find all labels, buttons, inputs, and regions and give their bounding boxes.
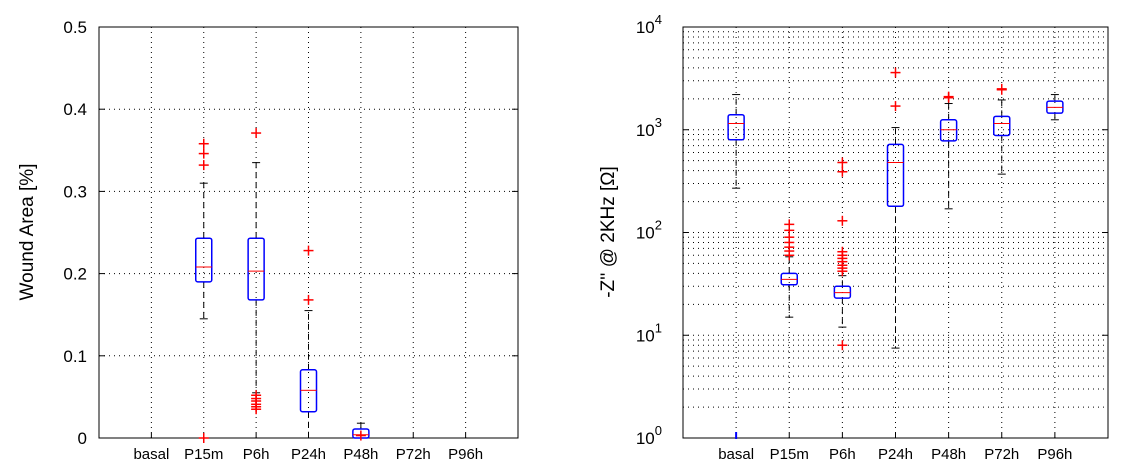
chart-left: 0 0.1 0.2 0.3 0.4 0.5 basal P15m P6h P24h P48h P72… xyxy=(17,18,519,463)
y-tick-label: 100 xyxy=(636,423,662,448)
box-iqr xyxy=(195,237,213,283)
x-tick-label: P15m xyxy=(770,446,809,463)
y-tick-label: 104 xyxy=(636,12,662,37)
y-tick-label: 0.3 xyxy=(63,182,87,201)
box-iqr xyxy=(886,143,905,208)
x-tick-label: basal xyxy=(718,446,754,463)
x-tick-label: P24h xyxy=(878,446,913,463)
y-tick-label: 0.1 xyxy=(63,347,87,366)
y-axis-right: 100 101 102 103 104 xyxy=(636,12,1108,448)
y-tick-label: 0.4 xyxy=(63,100,87,119)
x-tick-label: P48h xyxy=(931,446,966,463)
x-tick-label: P6h xyxy=(243,446,270,463)
x-tick-label: P72h xyxy=(984,446,1019,463)
x-tick-label: P72h xyxy=(396,446,431,463)
y-tick-label: 101 xyxy=(636,320,662,345)
y-tick-label: 0.5 xyxy=(63,18,87,37)
y-axis-left: 0 0.1 0.2 0.3 0.4 0.5 xyxy=(63,18,518,448)
y-axis-label-left: Wound Area [%] xyxy=(17,164,38,301)
x-axis-left: basal P15m P6h P24h P48h P72h P96h xyxy=(133,433,483,463)
x-tick-label: P6h xyxy=(829,446,856,463)
x-axis-right: basal P15m P6h P24h P48h P72h P96h xyxy=(718,433,1072,463)
x-tick-label: P96h xyxy=(448,446,483,463)
x-tick-label: P96h xyxy=(1037,446,1072,463)
boxes-right xyxy=(727,67,1064,439)
grid-right xyxy=(683,27,1108,438)
x-tick-label: P15m xyxy=(184,446,223,463)
y-axis-label-right: -Z'' @ 2KHz [Ω] xyxy=(598,166,619,298)
box-iqr xyxy=(247,237,265,301)
box-iqr xyxy=(939,119,958,142)
x-tick-label: P24h xyxy=(291,446,326,463)
y-tick-label: 103 xyxy=(636,115,662,140)
y-tick-label: 0 xyxy=(78,429,87,448)
box-iqr xyxy=(727,113,745,141)
x-tick-label: basal xyxy=(133,446,169,463)
y-tick-label: 0.2 xyxy=(63,265,87,284)
boxes-left xyxy=(195,128,370,443)
box-iqr xyxy=(993,115,1011,137)
y-tick-label: 102 xyxy=(636,218,662,243)
x-tick-label: P48h xyxy=(343,446,378,463)
chart-right: 100 101 102 103 104 basal P15m P6h P24h P48h P72h… xyxy=(598,12,1109,463)
